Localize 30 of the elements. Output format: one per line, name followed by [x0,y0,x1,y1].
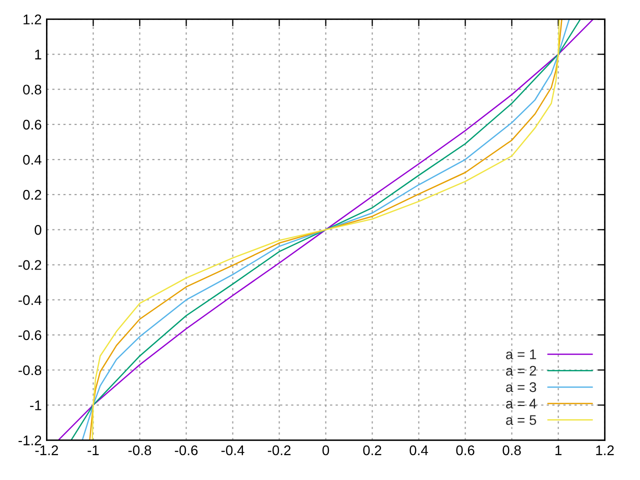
x-tick-label: -0.2 [268,445,291,456]
legend-label: a = 5 [506,415,536,425]
y-tick-label: 1.2 [24,14,42,24]
y-tick-label: -0.6 [18,330,42,340]
y-tick-label: -0.2 [18,260,42,270]
x-tick-label: -1 [88,446,99,456]
x-tick-label: 0.4 [410,445,428,456]
y-tick-label: 0.6 [23,120,42,130]
legend-label: a = 4 [506,398,536,408]
x-tick-label: 0.8 [502,445,521,456]
y-tick-label: -0.4 [18,295,42,306]
y-tick-label: 0.2 [23,190,42,200]
legend-label: a = 2 [506,366,536,376]
legend-label: a = 3 [506,382,536,392]
y-tick-label: -0.8 [18,365,42,376]
x-tick-label: 0.2 [363,445,382,456]
y-tick-label: -1.2 [18,435,42,446]
x-tick-label: 0 [322,445,330,456]
y-tick-label: 1 [35,50,42,60]
x-tick-label: -0.4 [221,445,244,456]
y-tick-label: -1 [30,400,42,410]
x-tick-label: 1 [555,446,562,456]
y-tick-label: 0 [34,225,42,235]
y-tick-label: 0.8 [23,84,42,95]
x-tick-label: 1.2 [596,445,614,456]
y-tick-label: 0.4 [23,154,42,165]
legend-label: a = 1 [506,350,536,360]
x-tick-label: -0.6 [174,445,198,456]
x-tick-label: 0.6 [456,445,474,456]
x-tick-label: -0.8 [128,445,152,456]
